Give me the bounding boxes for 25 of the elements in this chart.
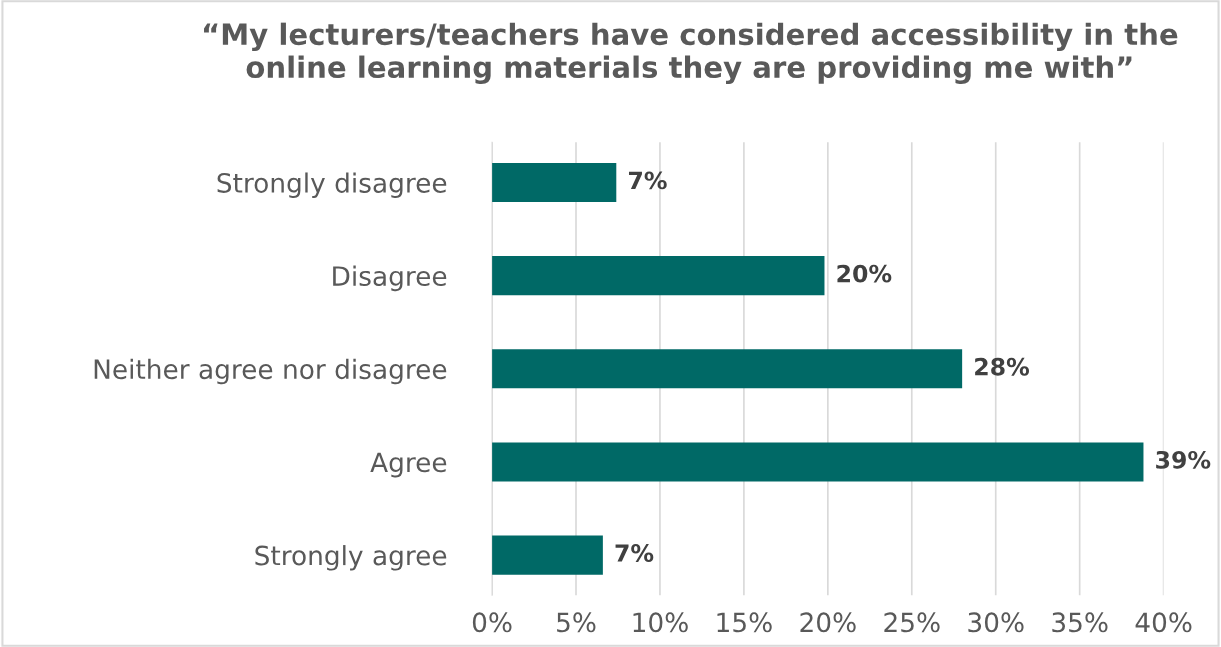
data-label: 7% [628,171,667,190]
data-label: 28% [975,357,1030,376]
data-label: 39% [1156,450,1211,469]
y-tick-label: Strongly agree [255,545,447,571]
x-tick-label: 35% [1052,612,1108,633]
x-tick-label: 0% [472,612,512,633]
x-tick-label: 5% [557,612,596,633]
x-tick-label: 15% [717,612,772,633]
data-label: 7% [615,544,654,562]
x-tick-label: 25% [884,612,940,633]
bar [492,535,603,575]
x-tick-label: 40% [1135,612,1192,633]
bar [492,349,963,389]
data-label: 20% [837,264,892,283]
bar [492,162,617,203]
y-tick-label: Strongly disagree [217,172,447,198]
chart-title: “My lecturers/teachers have considered accessibility in the online learning materials they are providing me with” [204,22,1178,84]
bar [492,442,1144,482]
y-tick-label: Agree [370,452,447,478]
x-tick-label: 20% [800,612,856,633]
y-tick-label: Neither agree nor disagree [94,358,447,385]
bar [492,256,825,296]
x-tick-label: 30% [968,612,1024,633]
y-tick-label: Disagree [333,265,447,292]
x-tick-label: 10% [633,612,688,633]
